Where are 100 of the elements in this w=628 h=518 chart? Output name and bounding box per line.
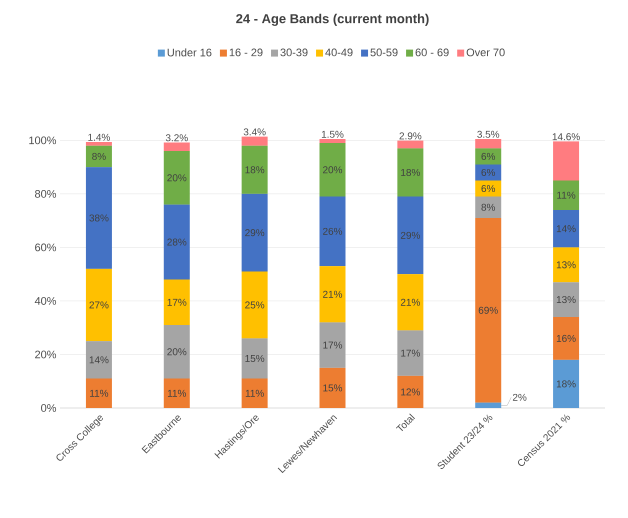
- bar: [397, 330, 424, 376]
- bar: [242, 272, 268, 338]
- data-label: 25%: [245, 301, 264, 308]
- bar: [164, 142, 190, 152]
- data-label: 20%: [167, 174, 186, 182]
- bar: [553, 141, 580, 180]
- data-label: 17%: [323, 342, 342, 349]
- bar: [242, 136, 268, 146]
- data-label: 20%: [323, 166, 342, 174]
- bar: [242, 146, 268, 194]
- legend-label: 60 - 69: [416, 48, 449, 56]
- bar: [86, 268, 112, 342]
- data-label: 3.4%: [244, 128, 266, 136]
- data-label: 20%: [167, 348, 186, 356]
- data-label: 29%: [400, 232, 420, 239]
- data-label: 2%: [512, 394, 526, 401]
- data-label: 69%: [478, 306, 498, 314]
- data-label: 17%: [168, 298, 186, 306]
- bar: [475, 139, 502, 148]
- data-label: 21%: [400, 298, 420, 306]
- bar: [397, 274, 424, 330]
- data-label: 8%: [92, 152, 106, 160]
- data-label: 1.5%: [322, 130, 344, 138]
- y-tick-label: 0%: [41, 404, 56, 412]
- bar: [553, 180, 580, 210]
- legend-label: 30-39: [280, 48, 308, 56]
- legend-label: 50-59: [370, 48, 398, 56]
- bar: [397, 140, 424, 148]
- data-label: 11%: [246, 390, 264, 397]
- bar: [553, 247, 580, 282]
- data-label: 11%: [168, 390, 186, 397]
- bar: [86, 142, 112, 146]
- bar: [320, 139, 346, 144]
- bar: [242, 378, 268, 408]
- data-label: 12%: [401, 388, 420, 396]
- legend-label: 40-49: [325, 48, 353, 56]
- bar: [397, 148, 424, 197]
- bar: [164, 204, 190, 280]
- data-label: 3.2%: [166, 134, 188, 142]
- bar: [242, 194, 268, 272]
- data-label: 28%: [167, 238, 186, 246]
- bar: [86, 341, 112, 379]
- data-label: 15%: [323, 384, 342, 392]
- y-tick-label: 80%: [35, 190, 56, 198]
- legend-label: 16 - 29: [230, 48, 263, 56]
- bar: [320, 322, 346, 368]
- bar: [320, 266, 346, 322]
- data-label: 38%: [89, 214, 109, 222]
- data-label: 14%: [556, 225, 576, 232]
- bar: [242, 338, 268, 379]
- data-label: 16%: [556, 334, 576, 342]
- bar: [164, 151, 190, 205]
- data-label: 6%: [482, 185, 496, 192]
- bar: [475, 164, 502, 180]
- bar: [553, 210, 580, 248]
- data-label: 14.6%: [552, 133, 580, 140]
- bar: [397, 196, 424, 274]
- data-label: 13%: [556, 261, 576, 268]
- data-label: 8%: [481, 204, 496, 211]
- data-label: 6%: [482, 152, 496, 160]
- bar: [320, 368, 346, 408]
- bar: [164, 325, 190, 379]
- data-label: 6%: [482, 168, 496, 176]
- data-label: 13%: [556, 296, 576, 304]
- bar: [86, 167, 112, 269]
- data-label: 1.4%: [88, 134, 110, 141]
- data-label: 18%: [245, 166, 264, 174]
- bar: [164, 280, 190, 326]
- data-label: 21%: [323, 290, 342, 298]
- y-tick-label: 40%: [34, 297, 56, 305]
- data-label: 14%: [90, 356, 109, 364]
- legend-label: Under 16: [168, 48, 212, 56]
- bar: [553, 282, 580, 317]
- y-tick-label: 20%: [35, 350, 56, 358]
- bar: [320, 143, 346, 197]
- data-label: 2.9%: [400, 132, 422, 140]
- data-label: 26%: [323, 228, 342, 235]
- y-tick-label: 100%: [29, 136, 56, 144]
- bar: [475, 180, 502, 197]
- data-label: 11%: [557, 192, 576, 199]
- bar: [86, 146, 112, 168]
- data-label: 15%: [245, 354, 264, 362]
- data-label: 11%: [90, 390, 108, 397]
- data-label: 29%: [245, 229, 264, 236]
- bar: [164, 378, 190, 408]
- bar: [320, 196, 346, 266]
- legend-label: Over 70: [466, 48, 505, 56]
- data-label: 17%: [401, 350, 420, 357]
- bar: [86, 378, 112, 408]
- bar: [475, 196, 502, 218]
- data-label: 18%: [556, 380, 576, 388]
- data-label: 27%: [89, 301, 109, 308]
- bar: [553, 360, 580, 408]
- bar: [397, 376, 424, 408]
- data-label: 18%: [401, 168, 420, 176]
- bar: [475, 148, 502, 164]
- bar: [553, 317, 580, 360]
- chart-title: 24 - Age Bands (current month): [236, 14, 429, 26]
- data-label: 3.5%: [477, 130, 500, 138]
- y-tick-label: 60%: [35, 244, 56, 252]
